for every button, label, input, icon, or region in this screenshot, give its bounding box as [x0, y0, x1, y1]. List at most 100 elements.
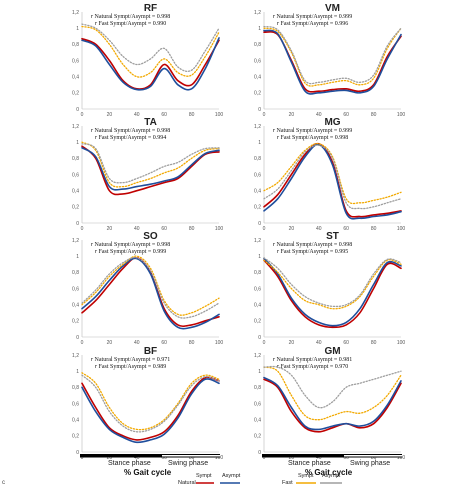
x-tick-label: 80 [371, 112, 377, 118]
series-line-natural-sympt [263, 142, 402, 218]
x-tick-label: 20 [107, 112, 113, 118]
correlation-text-part: = 0.998 [332, 242, 352, 248]
swing-phase-label-left: Swing phase [168, 460, 208, 467]
y-tick-label: 0,2 [72, 205, 79, 211]
correlation-text-part: / [130, 14, 132, 20]
swing-phase-label-right: Swing phase [350, 460, 390, 467]
correlation-text-part: Asympt [127, 364, 146, 370]
y-tick-label: 0,6 [72, 58, 79, 64]
y-tick-label: 0,8 [72, 270, 79, 276]
correlation-text-part: = 0.998 [150, 14, 170, 20]
x-tick-label: 100 [397, 340, 406, 346]
correlation-text-part: Sympt [296, 14, 312, 20]
correlation-text-part: Sympt [110, 364, 126, 370]
x-tick-label: 60 [161, 226, 167, 232]
x-tick-label: 80 [371, 340, 377, 346]
correlation-fast: r Fast Sympt/Asympt = 0.999 [95, 249, 167, 255]
y-tick-label: 1,2 [72, 10, 79, 16]
correlation-text-part: Asympt [313, 14, 332, 20]
x-tick-label: 20 [107, 340, 113, 346]
correlation-text-part: = 0.998 [150, 128, 170, 134]
series-line-natural-asympt [263, 257, 402, 327]
correlation-text-part: Natural [95, 128, 115, 134]
series-line-fast-sympt [263, 142, 402, 205]
series-line-fast-asympt [263, 144, 402, 210]
correlation-text-part: = 0.970 [328, 364, 348, 370]
x-tick-label: 0 [81, 112, 84, 118]
panel-title: VM [325, 3, 340, 14]
correlation-text-part: Natural [95, 14, 115, 20]
correlation-text-part: = 0.990 [146, 21, 166, 27]
series-line-fast-sympt [81, 372, 220, 431]
y-tick-label: 1 [258, 369, 261, 375]
correlation-text-part: r [273, 128, 277, 134]
correlation-natural: r Natural Sympt/Asympt = 0.981 [273, 357, 353, 363]
x-tick-label: 60 [343, 340, 349, 346]
x-tick-label: 20 [289, 455, 295, 461]
correlation-text-part: Sympt [292, 249, 308, 255]
correlation-text-part: / [126, 249, 128, 255]
phase-bar-left: Stance phase Swing phase % Gait cycle [80, 454, 220, 477]
series-line-fast-asympt [81, 143, 220, 184]
y-tick-label: 1 [76, 369, 79, 375]
correlation-text-part: / [312, 128, 314, 134]
y-tick-label: 0,6 [254, 58, 261, 64]
series-line-natural-asympt [81, 378, 220, 444]
panel-title: RF [144, 3, 157, 14]
x-tick-label: 100 [397, 112, 406, 118]
y-tick-label: 0,2 [254, 205, 261, 211]
correlation-text-part: Natural [277, 357, 297, 363]
y-tick-label: 0,2 [72, 434, 79, 440]
x-tick-label: 80 [189, 455, 195, 461]
series-line-natural-sympt [81, 37, 220, 90]
y-tick-label: 1,2 [254, 353, 261, 359]
x-tick-label: 60 [343, 455, 349, 461]
correlation-text-part: Asympt [309, 249, 328, 255]
corner-mark: c [2, 480, 5, 486]
correlation-text-part: r [273, 357, 277, 363]
correlation-text-part: / [130, 357, 132, 363]
correlation-fast: r Fast Sympt/Asympt = 0.970 [277, 364, 349, 370]
correlation-text-part: / [312, 242, 314, 248]
y-tick-label: 0,4 [72, 188, 79, 194]
correlation-text-part: Sympt [110, 135, 126, 141]
correlation-natural: r Natural Sympt/Asympt = 0.998 [91, 14, 171, 20]
series-line-fast-asympt [263, 257, 402, 308]
x-tick-label: 100 [215, 112, 224, 118]
x-tick-label: 20 [289, 340, 295, 346]
y-tick-label: 0,8 [254, 156, 261, 162]
y-tick-label: 0 [258, 450, 261, 456]
y-tick-label: 0,2 [254, 319, 261, 325]
panel-title: GM [324, 346, 340, 357]
y-tick-label: 0,6 [254, 401, 261, 407]
correlation-text-part: Asympt [309, 364, 328, 370]
correlation-text-part: Asympt [313, 242, 332, 248]
legend-asympt-label-fast: Asympt [322, 473, 341, 479]
correlation-text-part: = 0.994 [146, 135, 166, 141]
correlation-text-part: / [312, 14, 314, 20]
x-tick-label: 60 [161, 340, 167, 346]
correlation-text-part: Asympt [131, 242, 150, 248]
x-tick-label: 100 [215, 340, 224, 346]
y-tick-label: 0 [76, 450, 79, 456]
series-line-fast-sympt [263, 366, 402, 421]
correlation-natural: r Natural Sympt/Asympt = 0.971 [91, 357, 171, 363]
y-tick-label: 0 [258, 107, 261, 113]
x-tick-label: 0 [263, 112, 266, 118]
x-tick-label: 20 [289, 112, 295, 118]
series-line-fast-asympt [81, 23, 220, 72]
y-tick-label: 0 [76, 221, 79, 227]
x-tick-label: 0 [81, 455, 84, 461]
correlation-text-part: Sympt [114, 242, 130, 248]
stance-phase-label-right: Stance phase [288, 460, 331, 467]
y-tick-label: 0,4 [72, 417, 79, 423]
y-tick-label: 1 [76, 254, 79, 260]
x-tick-label: 40 [316, 340, 322, 346]
x-tick-label: 100 [215, 455, 224, 461]
y-tick-label: 0,8 [254, 385, 261, 391]
series-line-natural-asympt [81, 257, 220, 330]
correlation-text-part: Natural [277, 128, 297, 134]
